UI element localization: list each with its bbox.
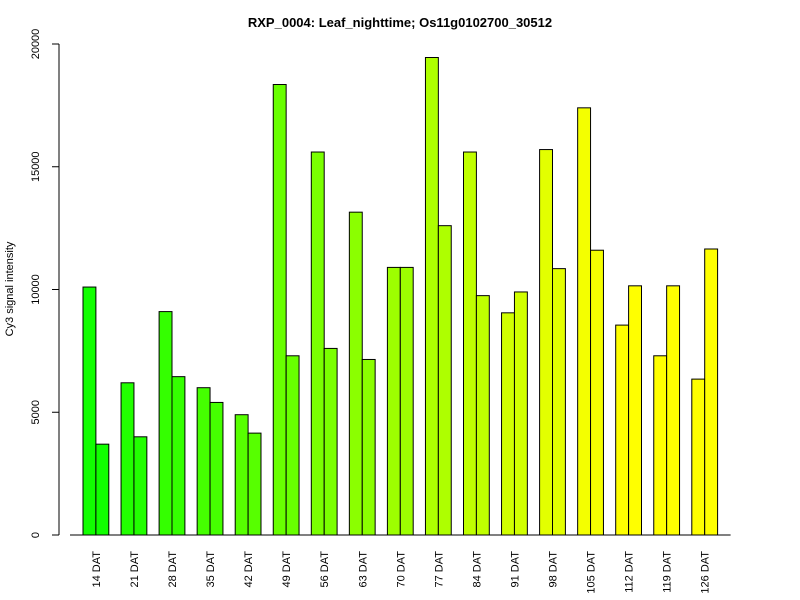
bar-28-dat-1 [158,311,173,536]
bar-21-dat-2 [133,436,148,536]
x-tick-label: 77 DAT [433,551,445,588]
bar-119-dat-1 [653,355,668,536]
bar-112-dat-2 [628,285,642,536]
x-tick-label: 28 DAT [167,551,179,588]
x-tick-label: 105 DAT [586,551,598,594]
x-tick-label: 112 DAT [624,551,636,593]
x-tick-label: 119 DAT [662,551,674,593]
x-tick-label: 14 DAT [91,551,103,588]
bar-126-dat-2 [704,248,719,536]
bar-84-dat-1 [463,151,477,536]
bar-112-dat-1 [615,324,630,536]
y-tick-label: 20000 [30,29,42,60]
bar-98-dat-2 [552,268,566,536]
bar-105-dat-2 [590,249,604,536]
x-tick-label: 70 DAT [395,551,407,588]
x-tick-label: 63 DAT [357,551,369,588]
x-tick-label: 84 DAT [471,551,483,588]
bar-42-dat-1 [234,414,249,536]
x-tick-label: 35 DAT [205,551,217,588]
bars [82,57,719,536]
bar-126-dat-1 [691,378,706,536]
bar-70-dat-1 [386,266,401,536]
bar-119-dat-2 [666,285,681,536]
bar-35-dat-1 [196,387,211,536]
bar-49-dat-1 [272,84,287,536]
y-axis-label: Cy3 signal intensity [4,241,16,336]
bar-84-dat-2 [475,295,490,536]
bar-14-dat-2 [95,443,110,536]
bar-28-dat-2 [171,376,186,536]
bar-21-dat-1 [120,382,135,536]
bar-63-dat-2 [361,358,376,536]
x-tick-label: 21 DAT [129,551,141,588]
bar-91-dat-1 [501,312,515,536]
bar-56-dat-1 [310,151,325,536]
bar-77-dat-2 [437,225,452,536]
y-tick-label: 15000 [30,151,42,182]
y-tick-label: 10000 [30,274,42,305]
bar-91-dat-2 [513,291,528,536]
bar-77-dat-1 [424,57,439,536]
x-tick-label: 49 DAT [281,551,293,588]
x-tick-label: 91 DAT [509,551,521,588]
bar-105-dat-1 [577,107,592,536]
bar-56-dat-2 [323,347,338,536]
bar-98-dat-1 [539,149,553,536]
x-tick-label: 126 DAT [700,551,712,594]
y-axis: 0 5000 10000 15000 20000 [30,29,60,538]
x-tick-label: 56 DAT [319,551,331,588]
chart-title: RXP_0004: Leaf_nighttime; Os11g0102700_3… [248,15,552,30]
y-tick-label: 0 [30,532,42,538]
bar-70-dat-2 [399,266,414,536]
bar-63-dat-1 [348,211,363,536]
bar-42-dat-2 [247,432,262,536]
bar-49-dat-2 [285,355,300,536]
x-tick-label: 42 DAT [243,551,255,588]
bar-14-dat-1 [82,286,97,536]
x-tick-label: 98 DAT [548,551,560,588]
x-axis: 14 DAT 21 DAT 28 DAT 35 DAT 42 DAT 49 DAT 56 D… [70,534,731,594]
bar-35-dat-2 [209,401,224,536]
y-tick-label: 5000 [30,400,42,424]
